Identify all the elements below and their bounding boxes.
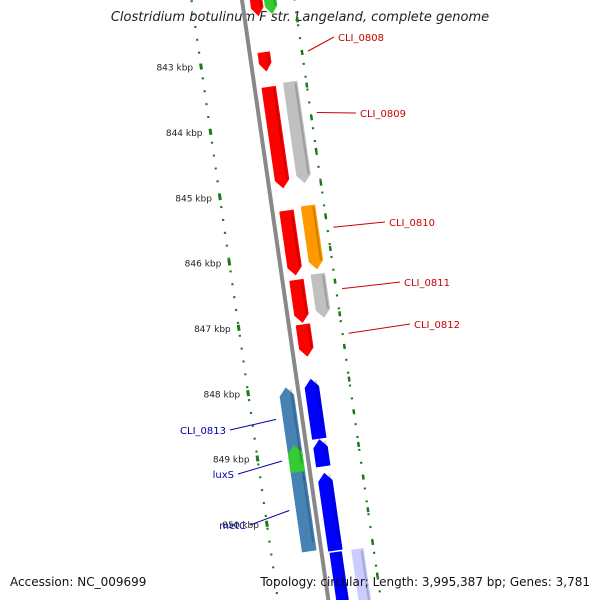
ruler-left [190,0,279,600]
ruler-right-mark [300,49,304,56]
label-leader [229,418,277,431]
gene-metc-shade [302,475,315,543]
ruler-tick-label: 850 kbp [222,521,259,531]
gene-label-cli-0812: CLI_0812 [414,320,460,331]
gene-label-cli-0809: CLI_0809 [360,109,406,120]
ruler-tick [246,389,250,397]
gene-cli-0810-a-shade [290,211,301,267]
ruler-tick [199,63,203,70]
gene-metc [292,474,317,553]
ruler-right-mark [309,115,314,121]
gene-luxs-b [313,439,331,468]
genome-backbone [239,0,331,600]
gene-cli-0810-a [279,209,302,276]
ruler-tick-label: 847 kbp [194,325,231,335]
ruler-right-mark [366,507,370,513]
gene-partial-bottom [329,551,349,600]
ruler-right-mark [342,343,347,350]
gene-luxs-shade [298,446,303,464]
gene-partial-bottom-shade [360,550,370,600]
gene-label-metc: metC [219,521,246,532]
ruler-tick [264,520,269,527]
gene-partial-top-shade [273,0,277,6]
ruler-right-mark [333,278,337,284]
gene-cli-0810-shade [312,206,322,261]
gene-cli-0808-shade [266,53,271,63]
label-leader [348,323,411,334]
ruler-tick-label: 845 kbp [175,194,212,204]
gene-metc-b-shade [328,474,341,542]
gene-cli-0813-b-shade [314,380,325,430]
gene-cli-0808 [257,51,272,72]
ruler-right-mark [352,409,356,415]
ruler-tick-label: 849 kbp [213,456,250,466]
ruler-tick [236,324,241,332]
gene-cli-0812-shade [307,325,313,348]
gene-luxs [287,444,306,474]
gene-label-luxs: luxS [213,470,234,481]
gene-cli-0811-a [289,278,309,324]
ruler-tick-label: 846 kbp [185,260,222,270]
ruler-right-mark [361,474,365,480]
gene-partial-top [263,0,278,15]
ruler-right-mark [324,213,328,219]
gene-partial-top [249,0,264,17]
label-leader [333,221,386,228]
gene-metc-b [318,472,343,552]
ruler-right-mark [305,82,309,88]
ruler-tick-label: 843 kbp [156,64,193,74]
gene-label-cli-0813: CLI_0813 [180,426,226,437]
gene-cli-0812 [295,323,314,357]
ruler-right [293,0,383,600]
gene-label-cli-0810: CLI_0810 [389,218,435,229]
ruler-right-mark [328,245,332,252]
ruler-right-mark [295,17,299,23]
ruler-tick [255,455,260,462]
gene-label-cli-0811: CLI_0811 [404,278,450,289]
gene-cli-0809-a-shade [272,88,289,180]
map-title: Clostridium botulinum F str. Langeland, … [110,10,490,25]
ruler-right-mark [347,376,351,382]
label-leader [316,111,357,114]
label-leader [249,510,290,526]
ruler-right-mark [338,311,342,317]
ruler-tick-label: 844 kbp [166,129,203,139]
ruler-tick [217,193,222,201]
gene-cli-0810 [300,204,324,270]
genome-summary: Topology: circular; Length: 3,995,387 bp… [260,575,590,589]
gene-cli-0809 [282,80,311,184]
ruler-tick [208,128,213,136]
ruler-tick-label: 848 kbp [203,390,240,400]
gene-cli-0811 [310,272,331,318]
gene-partial-bottom-shade [338,553,348,600]
gene-cli-0809-a [261,85,290,189]
ruler-right-mark [314,147,318,154]
gene-cli-0811-a-shade [300,281,308,315]
accession-label: Accession: NC_009699 [10,575,147,589]
gene-partial-bottom [351,548,372,600]
gene-cli-0813-b [304,378,327,440]
ruler-right-mark [356,441,361,448]
gene-partial-top-shade [259,0,263,8]
gene-label-cli-0808: CLI_0808 [338,33,384,44]
label-leader [237,460,283,475]
gene-cli-0809-shade [294,83,310,175]
gene-luxs-b-shade [323,440,329,458]
ruler-right-mark [371,539,375,546]
gene-cli-0811-shade [322,275,329,310]
label-leader [307,36,335,52]
ruler-tick [227,259,232,266]
ruler-right-mark [319,180,323,186]
ruler-right-mark [375,572,379,578]
label-leader [342,281,401,290]
